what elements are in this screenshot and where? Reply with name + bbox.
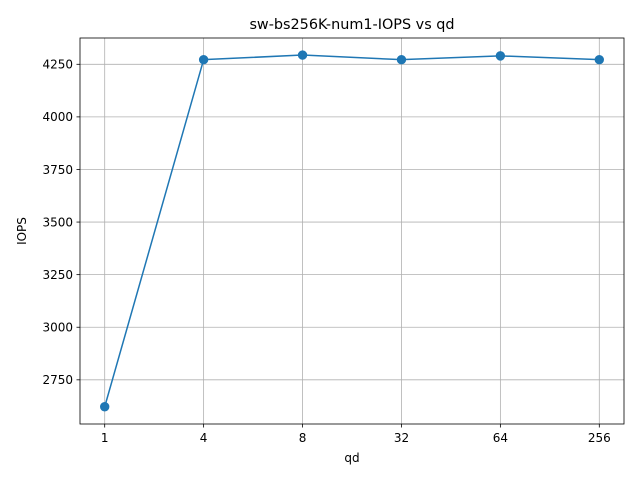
data-point xyxy=(495,51,506,61)
series-line xyxy=(103,54,600,407)
x-tick-label: 4 xyxy=(200,431,208,445)
data-point xyxy=(297,50,308,60)
x-tick-label: 1 xyxy=(101,431,109,445)
x-tick-label: 32 xyxy=(394,431,409,445)
data-point xyxy=(594,54,604,65)
x-tick-label: 8 xyxy=(299,431,307,445)
data-point xyxy=(396,54,407,65)
y-tick-label: 3250 xyxy=(42,268,73,282)
y-tick-label: 3000 xyxy=(42,321,73,335)
y-tick-label: 3750 xyxy=(42,163,73,177)
x-axis: 1 4 8 32 64 256 xyxy=(101,424,611,445)
data-point xyxy=(100,402,110,412)
y-tick-label: 4000 xyxy=(42,110,73,124)
x-axis-label: qd xyxy=(344,451,359,465)
y-axis: 2750 3000 3250 3500 3750 4000 4250 xyxy=(42,58,80,387)
chart-title: sw-bs256K-num1-IOPS vs qd xyxy=(249,17,454,33)
plot-frame xyxy=(79,37,625,425)
x-tick-label: 256 xyxy=(588,431,611,445)
y-tick-label: 3500 xyxy=(42,215,73,229)
y-tick-label: 2750 xyxy=(42,373,73,387)
grid xyxy=(80,38,624,424)
data-point xyxy=(198,54,209,65)
x-tick-label: 64 xyxy=(493,431,508,445)
y-axis-label: IOPS xyxy=(15,217,29,245)
y-tick-label: 4250 xyxy=(42,58,73,72)
series-layer xyxy=(100,50,604,412)
